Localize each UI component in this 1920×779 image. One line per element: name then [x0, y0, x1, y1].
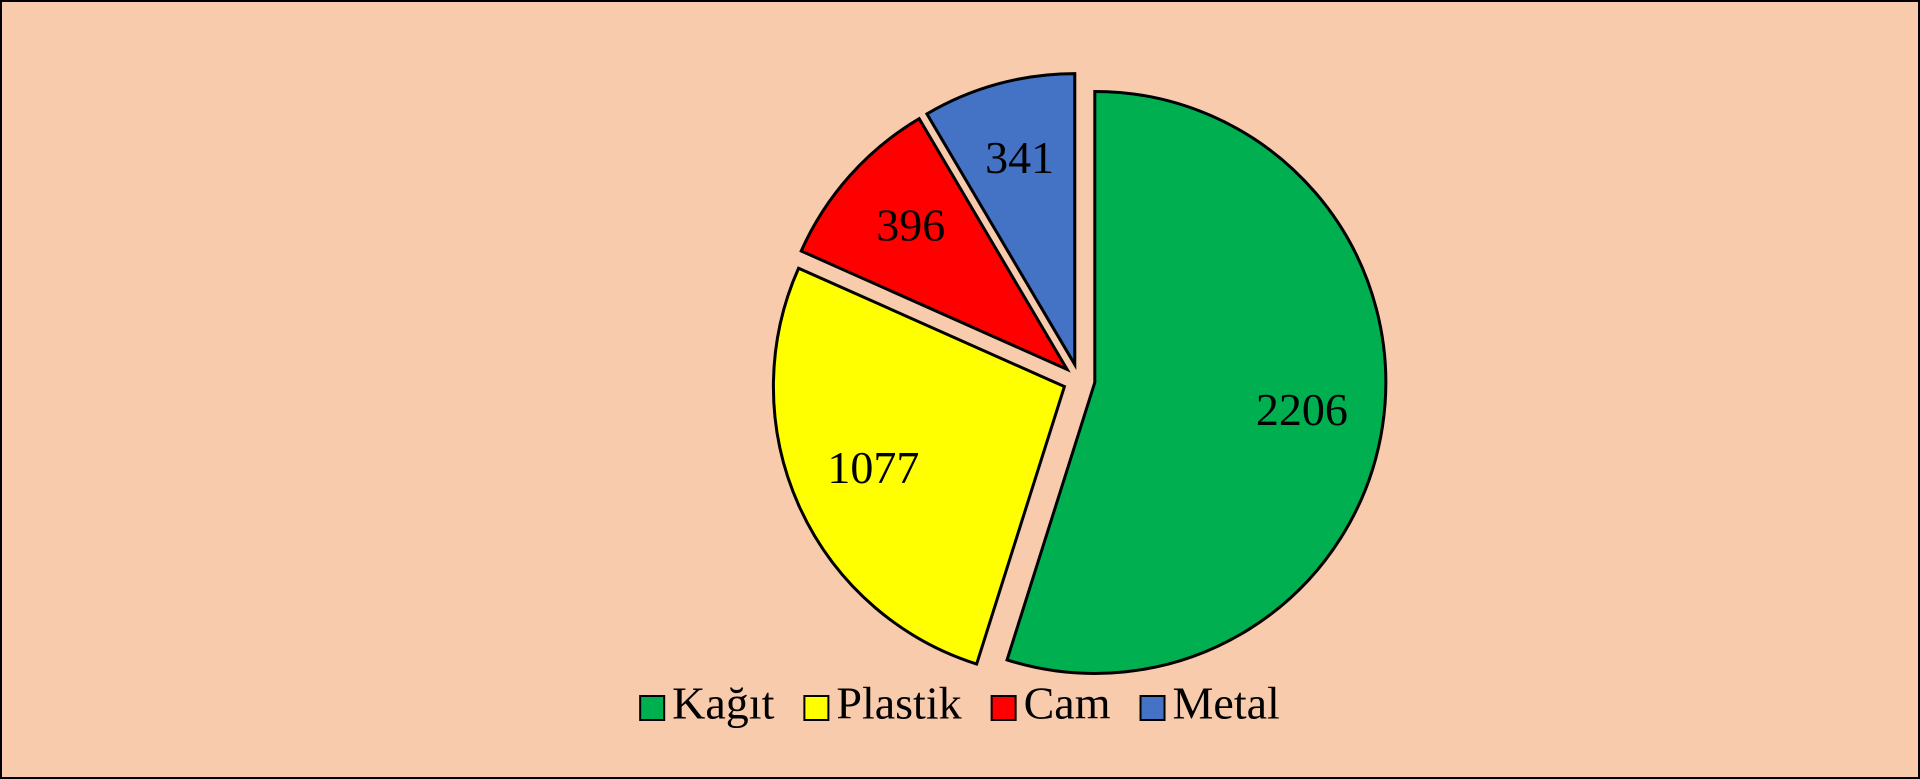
data-label: 1077	[827, 442, 919, 493]
legend-label: Kağıt	[672, 678, 774, 729]
legend-swatch	[639, 695, 666, 721]
pie-slice	[924, 72, 1077, 371]
legend-label: Plastik	[836, 678, 961, 729]
legend-label: Cam	[1024, 678, 1111, 729]
legend-swatch	[1139, 695, 1166, 721]
pie-slice	[799, 116, 1071, 373]
legend-swatch	[803, 695, 830, 721]
pie-slice	[771, 266, 1067, 666]
data-label: 396	[876, 199, 945, 250]
data-label: 2206	[1256, 384, 1348, 435]
pie-slice	[1005, 89, 1388, 675]
legend-swatch	[990, 695, 1017, 721]
legend-label: Metal	[1173, 678, 1280, 729]
data-label: 341	[985, 132, 1054, 183]
